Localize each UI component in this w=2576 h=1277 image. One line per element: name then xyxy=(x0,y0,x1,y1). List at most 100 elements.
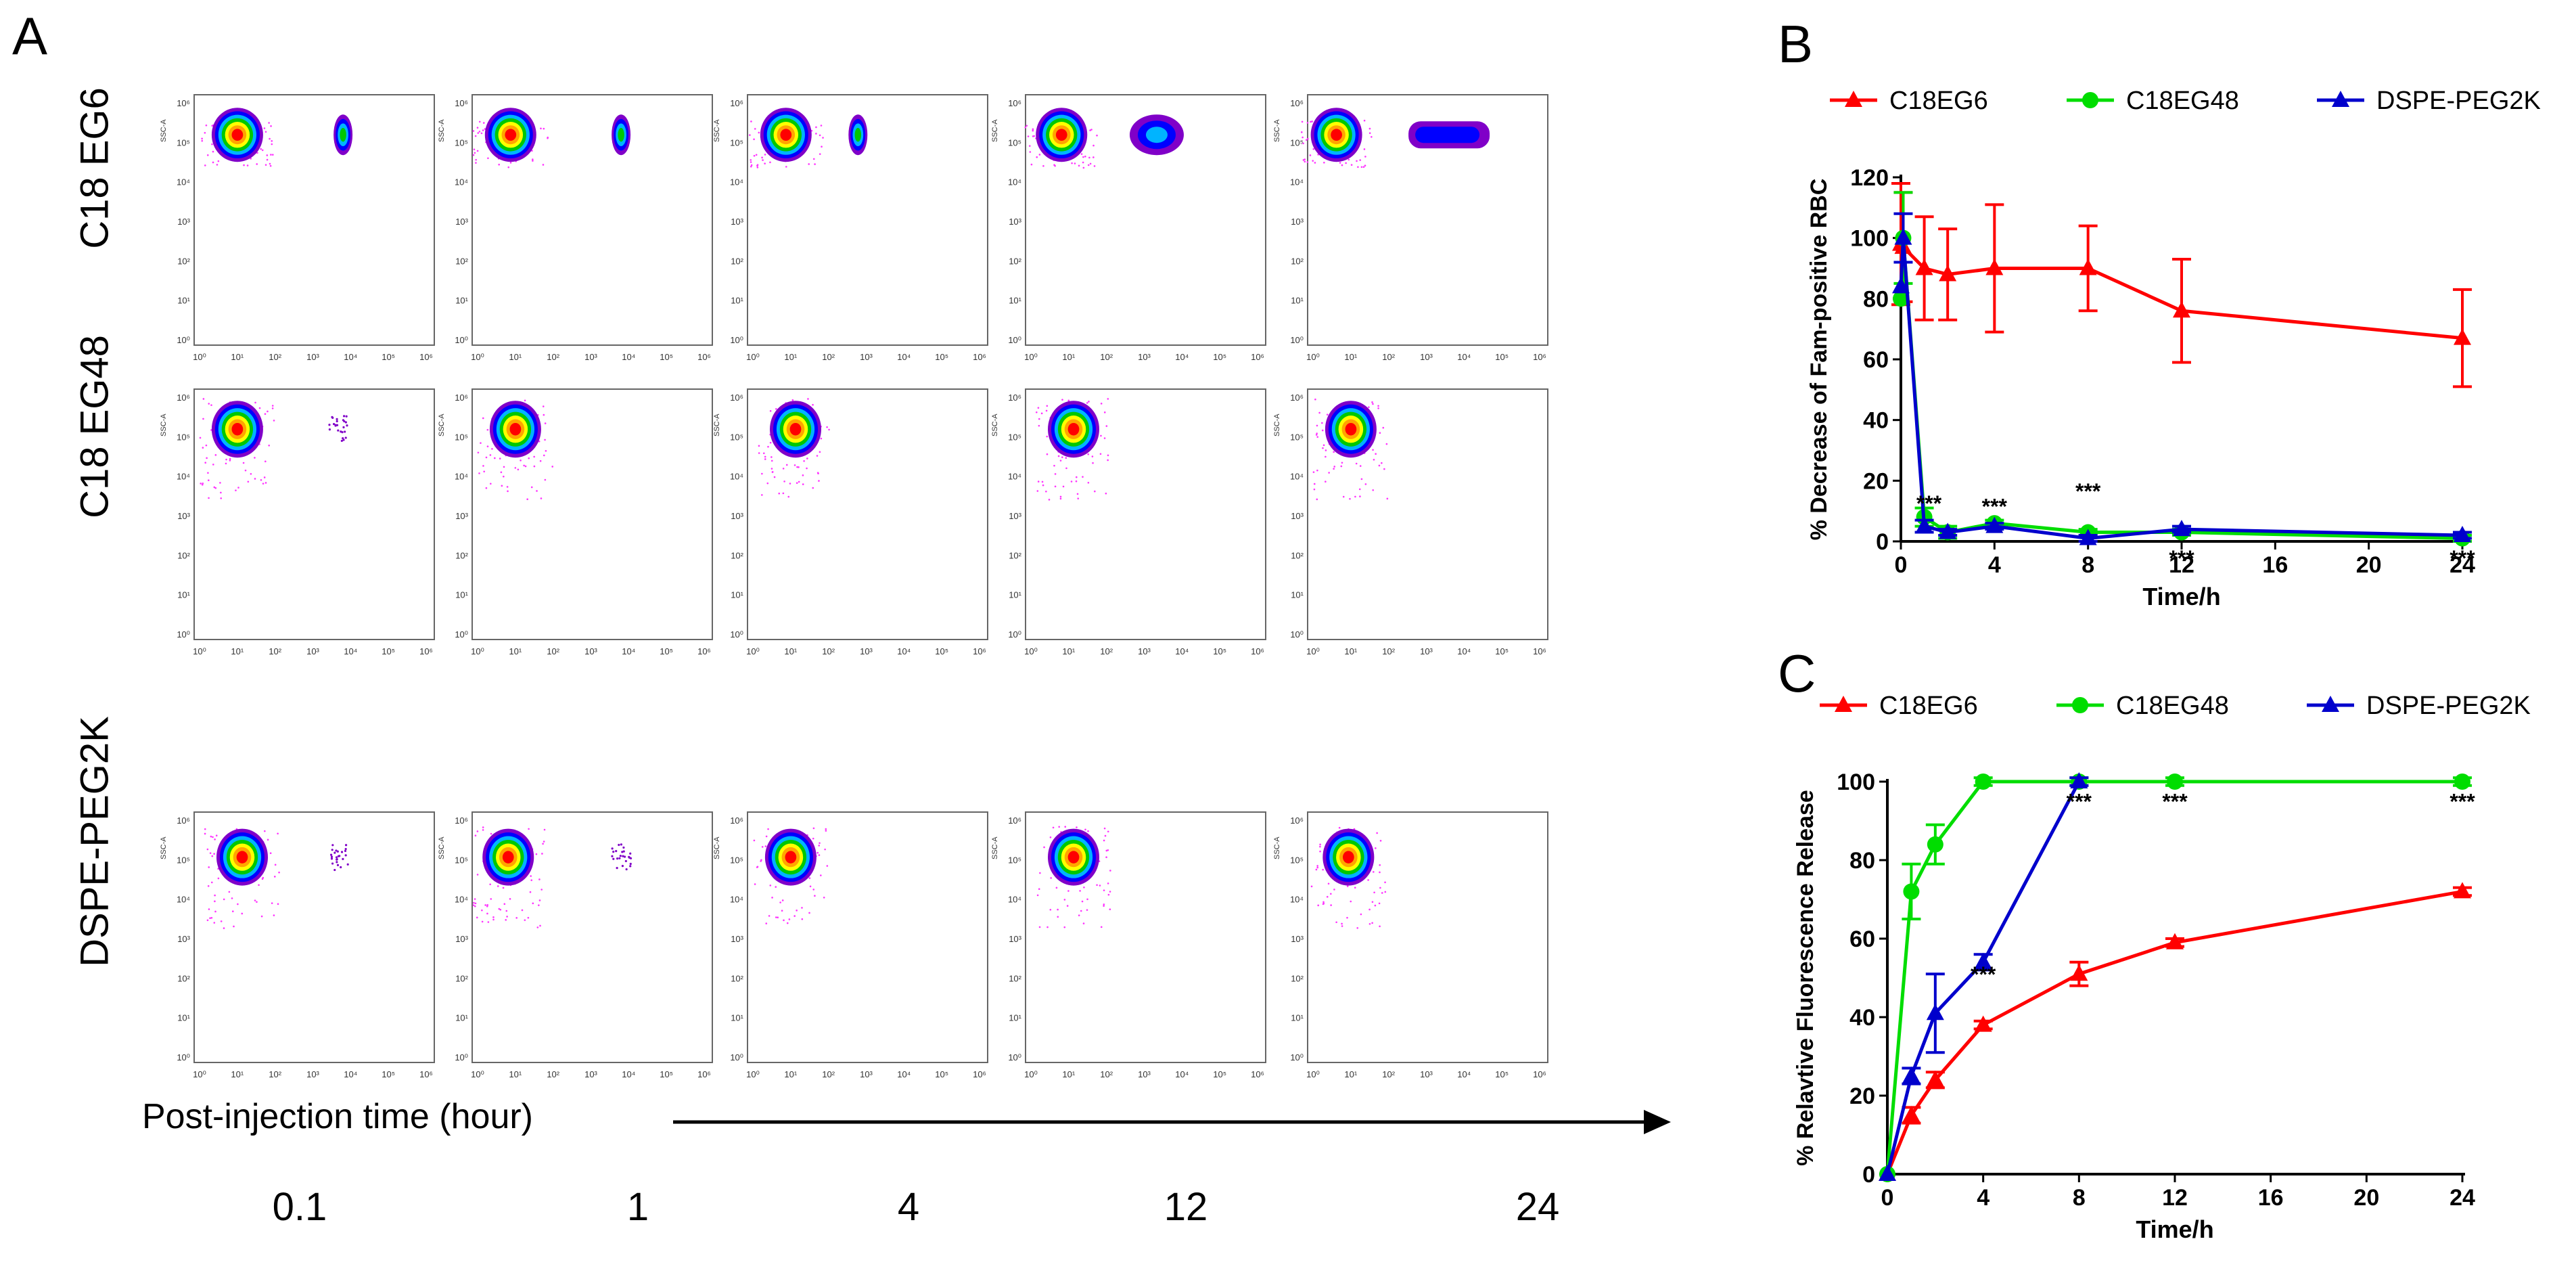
flow-event-dot xyxy=(506,916,508,918)
flow-event-dot xyxy=(509,162,512,164)
flow-event-dot xyxy=(1355,462,1358,465)
flow-xtick: 10⁶ xyxy=(1251,352,1264,362)
flow-secondary-dot xyxy=(335,849,338,852)
flow-ylabel: SSC-A xyxy=(160,836,168,859)
series-dspe-peg2k xyxy=(1879,772,2089,1181)
flow-xtick: 10² xyxy=(1382,646,1395,656)
flow-ytick: 10² xyxy=(1009,550,1021,560)
significance-annotation: *** xyxy=(2169,546,2194,570)
flow-event-dot xyxy=(543,828,546,831)
flow-event-dot xyxy=(273,914,275,916)
flow-event-dot xyxy=(764,455,766,458)
flow-event-dot xyxy=(268,444,271,447)
flow-event-dot xyxy=(208,479,210,482)
flow-xtick: 10⁶ xyxy=(1251,1069,1264,1079)
flow-event-dot xyxy=(1067,890,1070,892)
flow-ytick: 10⁵ xyxy=(1290,137,1304,148)
flow-secondary-ring xyxy=(618,128,624,142)
flow-event-dot xyxy=(212,150,214,153)
flow-event-dot xyxy=(781,910,783,912)
flow-event-dot xyxy=(1082,922,1085,924)
flow-xtick: 10² xyxy=(269,1069,281,1079)
flow-event-dot xyxy=(273,876,276,878)
flow-event-dot xyxy=(212,836,214,838)
flow-event-dot xyxy=(779,901,781,903)
flow-event-dot xyxy=(241,912,244,915)
flow-event-dot xyxy=(825,830,827,832)
flow-xtick: 10³ xyxy=(584,352,597,362)
flow-event-dot xyxy=(527,916,530,919)
flow-event-dot xyxy=(1301,120,1304,123)
flow-ytick: 10⁴ xyxy=(1008,472,1021,482)
flow-event-dot xyxy=(1035,411,1038,413)
flow-event-dot xyxy=(542,843,544,845)
flow-ytick: 10⁶ xyxy=(1008,98,1021,108)
flow-xtick: 10⁴ xyxy=(1457,352,1471,362)
flow-event-dot xyxy=(1046,453,1049,455)
flow-ytick: 10⁶ xyxy=(455,98,468,108)
flow-event-dot xyxy=(765,835,768,838)
flow-event-dot xyxy=(1039,872,1041,874)
flow-event-dot xyxy=(749,134,751,136)
flow-xtick: 10⁶ xyxy=(973,352,986,362)
flow-event-dot xyxy=(1362,166,1365,169)
flow-event-dot xyxy=(1061,399,1063,401)
flow-event-dot xyxy=(1316,498,1318,501)
flow-ytick: 10² xyxy=(1009,973,1021,983)
flow-event-dot xyxy=(213,853,215,855)
flow-xtick: 10¹ xyxy=(784,352,797,362)
flow-plot-r0-c0: 10⁰ 10¹ 10² 10³ 10⁴ 10⁵ 10⁶ 10⁰ 10¹ 10² 10³ 10⁴ 10⁵ 1… xyxy=(160,94,435,362)
flow-ytick: 10⁶ xyxy=(1008,393,1021,403)
flow-event-dot xyxy=(476,916,478,919)
flow-event-dot xyxy=(260,148,262,150)
flow-event-dot xyxy=(486,904,489,906)
flow-event-dot xyxy=(542,405,545,407)
x-tick-label: 8 xyxy=(2073,1185,2086,1211)
flow-ytick: 10² xyxy=(731,550,743,560)
flow-xtick: 10⁰ xyxy=(193,1069,206,1079)
flow-event-dot xyxy=(482,465,484,467)
flow-event-dot xyxy=(1081,900,1084,903)
flow-event-dot xyxy=(523,464,525,467)
flow-event-dot xyxy=(1046,435,1049,438)
flow-xtick: 10⁰ xyxy=(193,352,206,362)
flow-ytick: 10⁶ xyxy=(1008,815,1021,826)
flow-secondary-dot xyxy=(337,429,340,432)
flow-event-dot xyxy=(1381,892,1383,894)
flow-event-dot xyxy=(485,456,488,459)
flow-event-dot xyxy=(543,413,545,416)
flow-event-dot xyxy=(209,852,212,854)
flow-secondary-dot xyxy=(344,421,347,424)
flow-ytick: 10⁶ xyxy=(1290,393,1304,403)
flow-event-dot xyxy=(202,418,204,420)
flow-xtick: 10⁶ xyxy=(973,646,986,656)
flow-event-dot xyxy=(486,905,488,908)
flow-event-dot xyxy=(1087,481,1090,484)
data-point xyxy=(1892,277,1910,294)
flow-xtick: 10⁴ xyxy=(1175,1069,1189,1079)
flow-secondary-dot xyxy=(331,416,334,419)
flow-event-dot xyxy=(277,832,279,835)
flow-event-dot xyxy=(788,918,791,920)
legend: C18EG6 C18EG48 DSPE-PEG2K xyxy=(1830,87,2541,115)
flow-event-dot xyxy=(545,450,547,452)
flow-ytick: 10⁰ xyxy=(177,335,190,345)
flow-event-dot xyxy=(754,883,756,885)
data-point xyxy=(2454,328,2471,345)
flow-xtick: 10⁰ xyxy=(746,646,760,656)
flow-event-dot xyxy=(216,164,218,166)
legend-swatch-marker xyxy=(2322,696,2339,712)
flow-event-dot xyxy=(1105,856,1107,858)
flow-event-dot xyxy=(520,460,522,462)
flow-event-dot xyxy=(789,483,791,485)
flow-event-dot xyxy=(225,458,227,461)
flow-ytick: 10⁵ xyxy=(455,137,468,148)
flow-secondary-dot xyxy=(342,857,344,860)
flow-xtick: 10⁰ xyxy=(1306,352,1320,362)
flow-event-dot xyxy=(1046,405,1049,407)
flow-event-dot xyxy=(758,131,760,134)
flow-event-dot xyxy=(206,848,209,851)
flow-plot-r1-c4: 10⁰ 10¹ 10² 10³ 10⁴ 10⁵ 10⁶ 10⁰ 10¹ 10² 10³ 10⁴ 10⁵ 1… xyxy=(1273,388,1548,656)
flow-ytick: 10⁴ xyxy=(1008,895,1021,905)
time-label-0: 0.1 xyxy=(272,1185,327,1229)
